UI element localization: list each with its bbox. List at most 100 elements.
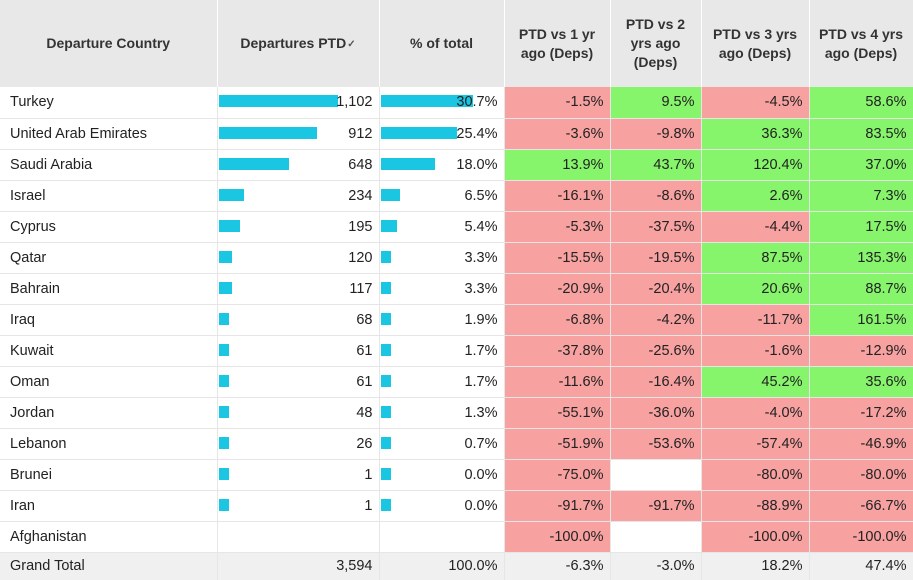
table-row[interactable]: Qatar 120 3.3% -15.5% -19.5% 87.5% 135.3% [0,242,913,274]
pct-total-bar [380,343,391,356]
change-vs2-cell [610,459,702,491]
departures-bar [218,436,229,449]
departures-bar [218,126,317,139]
table-row[interactable]: Saudi Arabia 648 18.0% 13.9% 43.7% 120.4% 37.0… [0,149,913,181]
departures-value: 26 [356,435,373,452]
change-vs4-cell: 58.6% [809,87,913,119]
header-departure-country[interactable]: Departure Country [0,0,218,87]
table-row[interactable]: Cyprus 195 5.4% -5.3% -37.5% -4.4% 17.5% [0,211,913,243]
header-pct-total[interactable]: % of total [379,0,505,87]
change-vs4-cell: -46.9% [809,428,913,460]
pct-total-value: 3.3% [464,249,498,266]
sort-descending-icon[interactable]: ✓ [347,38,356,50]
pct-total-bar [380,95,473,107]
departures-value: 61 [356,373,373,390]
grand-total-label: Grand Total [0,552,218,580]
change-vs2-cell: -37.5% [610,211,702,243]
header-row: Departure Country Departures PTD✓ % of t… [0,0,913,87]
pct-total-value: 0.0% [464,466,498,483]
change-vs2-cell [610,521,702,553]
departures-value: 234 [348,187,373,204]
departures-value: 120 [348,249,373,266]
header-departures-ptd[interactable]: Departures PTD✓ [217,0,380,87]
departures-cell: 117 [217,273,380,305]
pct-total-bar [380,219,397,232]
departures-bar [218,250,232,263]
table-row[interactable]: Lebanon 26 0.7% -51.9% -53.6% -57.4% -46.9% [0,428,913,460]
change-vs4-cell: -12.9% [809,335,913,367]
departures-cell: 912 [217,118,380,150]
change-vs1-cell: -11.6% [504,366,611,398]
table-row[interactable]: Afghanistan -100.0% -100.0% -100.0% [0,521,913,553]
change-vs3-cell: 36.3% [701,118,810,150]
departures-value: 648 [348,156,373,173]
pct-total-bar [380,405,391,418]
pct-total-bar [380,467,391,480]
table-row[interactable]: Turkey 1,102 30.7% -1.5% 9.5% -4.5% 58.6% [0,87,913,119]
change-vs1-cell: -16.1% [504,180,611,212]
pct-total-bar [380,281,391,294]
pct-total-bar [380,188,400,201]
table-row[interactable]: United Arab Emirates 912 25.4% -3.6% -9.8% 36… [0,118,913,150]
header-ptd-vs-3yrs[interactable]: PTD vs 3 yrs ago (Deps) [701,0,810,87]
departures-cell: 1 [217,490,380,522]
departures-cell: 234 [217,180,380,212]
table-row[interactable]: Israel 234 6.5% -16.1% -8.6% 2.6% 7.3% [0,180,913,212]
change-vs3-cell: -4.4% [701,211,810,243]
grand-total-row: Grand Total 3,594 100.0% -6.3% -3.0% 18.… [0,552,913,580]
pct-total-bar [380,374,391,387]
change-vs4-cell: -66.7% [809,490,913,522]
pct-total-bar [380,436,391,449]
change-vs3-cell: -1.6% [701,335,810,367]
change-vs1-cell: -1.5% [504,87,611,119]
country-cell: Kuwait [0,335,218,367]
change-vs1-cell: -5.3% [504,211,611,243]
header-ptd-vs-1yr[interactable]: PTD vs 1 yr ago (Deps) [504,0,611,87]
change-vs3-cell: 20.6% [701,273,810,305]
change-vs4-cell: 161.5% [809,304,913,336]
grand-total-departures: 3,594 [217,552,380,580]
table-row[interactable]: Bahrain 117 3.3% -20.9% -20.4% 20.6% 88.7% [0,273,913,305]
country-cell: Bahrain [0,273,218,305]
change-vs2-cell: 43.7% [610,149,702,181]
departures-cell: 68 [217,304,380,336]
table-row[interactable]: Jordan 48 1.3% -55.1% -36.0% -4.0% -17.2% [0,397,913,429]
departures-value: 1 [364,466,373,483]
table-row[interactable]: Oman 61 1.7% -11.6% -16.4% 45.2% 35.6% [0,366,913,398]
change-vs2-cell: -16.4% [610,366,702,398]
table-row[interactable]: Kuwait 61 1.7% -37.8% -25.6% -1.6% -12.9% [0,335,913,367]
change-vs2-cell: -4.2% [610,304,702,336]
change-vs3-cell: 45.2% [701,366,810,398]
pct-total-cell: 1.3% [379,397,505,429]
pct-total-value: 6.5% [464,187,498,204]
table-row[interactable]: Brunei 1 0.0% -75.0% -80.0% -80.0% [0,459,913,491]
departures-bar [218,374,229,387]
change-vs3-cell: 2.6% [701,180,810,212]
change-vs4-cell: -80.0% [809,459,913,491]
pct-total-cell: 25.4% [379,118,505,150]
change-vs2-cell: -9.8% [610,118,702,150]
change-vs1-cell: -51.9% [504,428,611,460]
grand-total-vs1: -6.3% [504,552,611,580]
header-ptd-vs-4yrs[interactable]: PTD vs 4 yrs ago (Deps) [809,0,913,87]
change-vs1-cell: -15.5% [504,242,611,274]
change-vs3-cell: -4.5% [701,87,810,119]
table-row[interactable]: Iran 1 0.0% -91.7% -91.7% -88.9% -66.7% [0,490,913,522]
pct-total-cell: 0.0% [379,459,505,491]
change-vs2-cell: -20.4% [610,273,702,305]
change-vs1-cell: -37.8% [504,335,611,367]
pct-total-value: 30.7% [456,94,498,111]
pct-total-value: 0.7% [464,435,498,452]
header-ptd-vs-2yrs[interactable]: PTD vs 2 yrs ago (Deps) [610,0,702,87]
change-vs2-cell: 9.5% [610,87,702,119]
pct-total-bar [380,157,435,170]
country-cell: Israel [0,180,218,212]
pct-total-cell: 6.5% [379,180,505,212]
change-vs1-cell: -20.9% [504,273,611,305]
change-vs1-cell: -91.7% [504,490,611,522]
pct-total-bar [380,126,457,139]
table-row[interactable]: Iraq 68 1.9% -6.8% -4.2% -11.7% 161.5% [0,304,913,336]
table-body: Turkey 1,102 30.7% -1.5% 9.5% -4.5% 58.6% Unite… [0,87,913,553]
change-vs4-cell: 135.3% [809,242,913,274]
departures-cell: 648 [217,149,380,181]
